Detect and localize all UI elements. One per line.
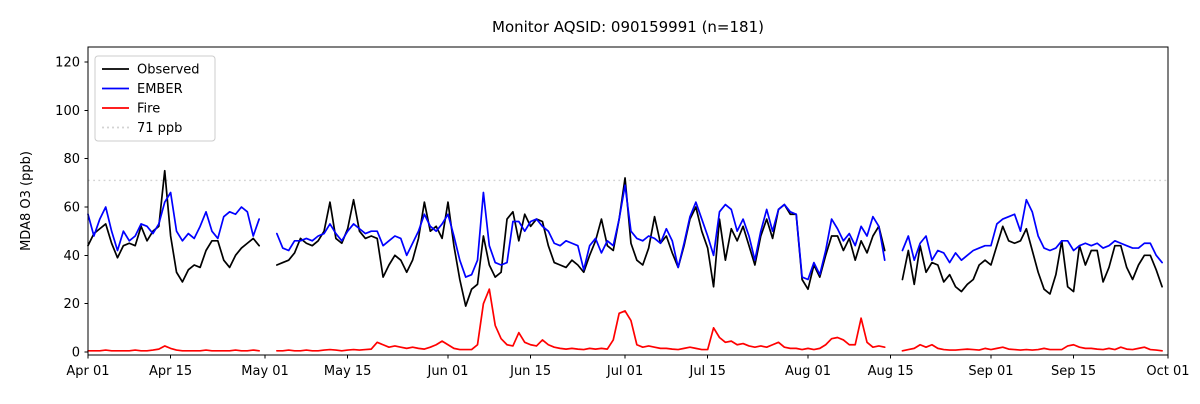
y-tick-label: 100 — [55, 104, 80, 119]
x-tick-label: Aug 15 — [868, 364, 914, 379]
legend: Observed EMBER Fire 71 ppb — [94, 55, 216, 142]
legend-item-71-ppb: 71 ppb — [102, 121, 182, 136]
ember-line — [87, 184, 1163, 281]
x-tick-label: Aug 01 — [785, 364, 831, 379]
legend-item-ember: EMBER — [102, 82, 183, 97]
x-tick-label: Jun 15 — [509, 364, 551, 379]
y-axis-label: MDA8 O3 (ppb) — [19, 151, 34, 251]
y-tick-label: 60 — [63, 201, 80, 216]
chart-title: Monitor AQSID: 090159991 (n=181) — [492, 18, 764, 36]
y-tick-label: 0 — [72, 346, 80, 361]
x-tick-label: May 15 — [324, 364, 372, 379]
x-tick-label: Apr 15 — [149, 364, 192, 379]
x-tick-label: Jul 15 — [688, 364, 725, 379]
x-tick-label: May 01 — [241, 364, 289, 379]
y-tick-label: 80 — [63, 152, 80, 167]
legend-item-observed: Observed — [102, 63, 200, 78]
x-tick-label: Sep 15 — [1051, 364, 1096, 379]
x-tick-label: Oct 01 — [1146, 364, 1189, 379]
fire-line — [87, 288, 1163, 352]
x-tick-label: Sep 01 — [968, 364, 1013, 379]
legend-item-label: Fire — [137, 102, 160, 117]
legend-item-label: 71 ppb — [137, 121, 182, 136]
y-tick-label: 120 — [55, 56, 80, 71]
legend-box — [94, 55, 216, 142]
y-tick-label: 40 — [63, 249, 80, 264]
plot-border — [87, 46, 1169, 356]
legend-item-fire: Fire — [102, 102, 160, 117]
x-tick-label: Apr 01 — [66, 364, 109, 379]
x-tick-label: Jul 01 — [606, 364, 643, 379]
legend-item-label: Observed — [137, 63, 200, 78]
legend-item-label: EMBER — [137, 82, 183, 97]
x-tick-label: Jun 01 — [427, 364, 469, 379]
y-tick-label: 20 — [63, 297, 80, 312]
